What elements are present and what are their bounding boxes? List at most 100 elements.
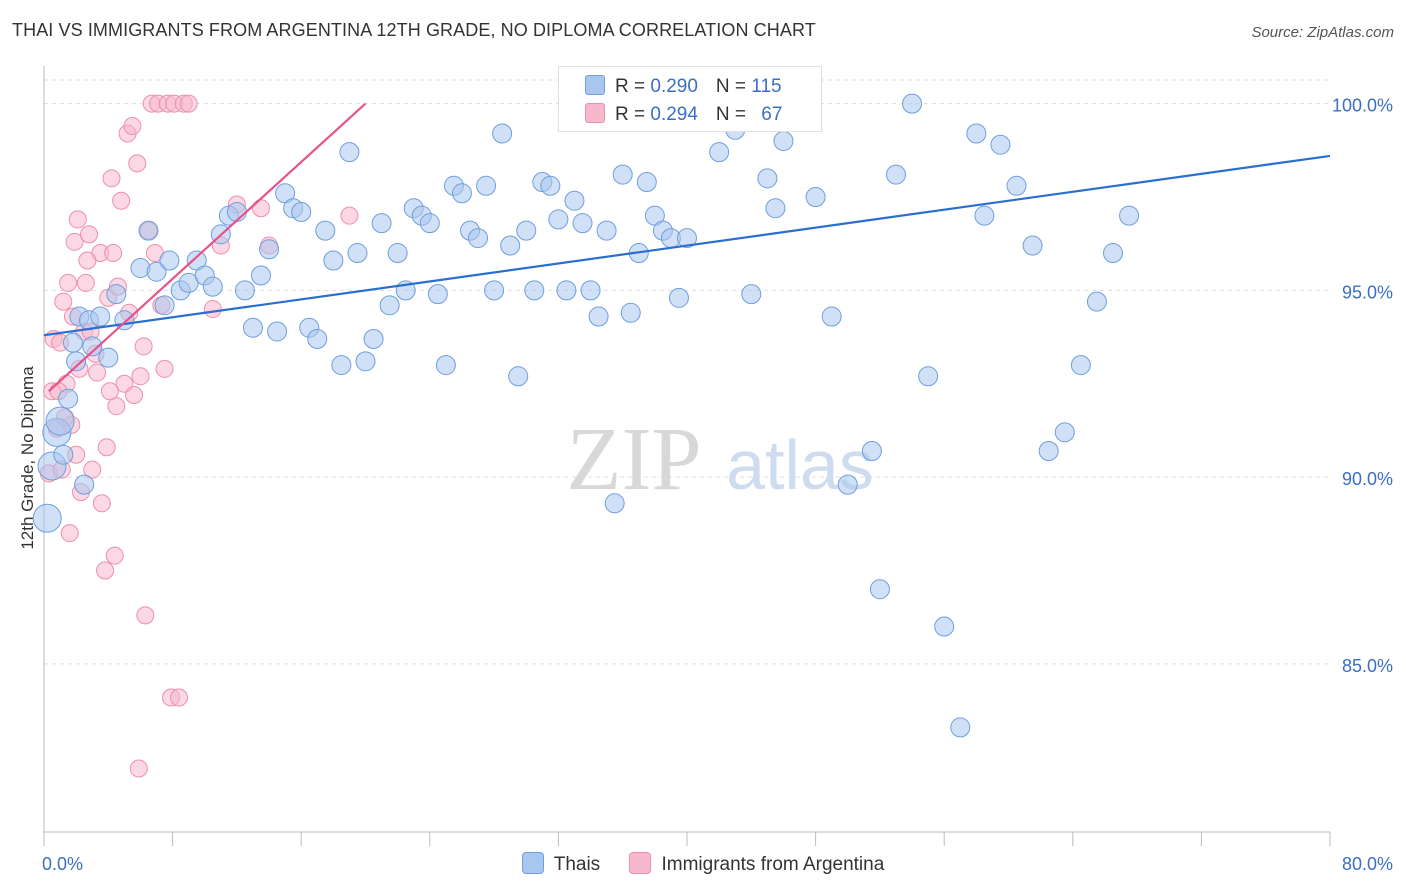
thais-point <box>74 474 95 495</box>
thais-point <box>387 243 408 264</box>
argentina-point <box>60 524 79 543</box>
thais-point <box>604 493 625 514</box>
argentina-point <box>92 494 111 513</box>
argentina-point <box>76 273 95 292</box>
thais-point <box>1022 235 1043 256</box>
thais-point <box>267 321 288 342</box>
legend-item-argentina: Immigrants from Argentina <box>629 852 884 876</box>
thais-point <box>1102 243 1123 264</box>
argentina-point <box>68 210 87 229</box>
argentina-point <box>96 561 115 580</box>
x-tick-label: 80.0% <box>1342 854 1393 874</box>
chart-title: THAI VS IMMIGRANTS FROM ARGENTINA 12TH G… <box>12 20 816 40</box>
thais-point <box>53 444 74 465</box>
thais-point <box>82 336 103 357</box>
thais-point <box>508 366 529 387</box>
thais-point <box>371 213 392 234</box>
x-tick-label: 0.0% <box>42 854 83 874</box>
thais-point <box>98 347 119 368</box>
thais-point <box>516 220 537 241</box>
thais-point <box>902 93 923 114</box>
thais-point <box>379 295 400 316</box>
thais-point <box>588 306 609 327</box>
thais-point <box>837 474 858 495</box>
thais-point <box>966 123 987 144</box>
thais-point <box>468 228 489 249</box>
argentina-point <box>123 117 142 136</box>
thais-point <box>1038 441 1059 461</box>
argentina-point <box>88 363 107 382</box>
legend-swatch-thais <box>521 852 544 874</box>
legend-swatch-argentina <box>585 103 605 123</box>
thais-point <box>1070 355 1091 376</box>
thais-point <box>315 220 336 241</box>
thais-point <box>524 280 545 301</box>
argentina-point <box>112 191 131 210</box>
thais-point <box>612 164 633 185</box>
thais-point <box>580 280 601 301</box>
thais-point <box>234 280 255 301</box>
source-label: Source: ZipAtlas.com <box>1251 24 1394 41</box>
argentina-point <box>129 759 148 778</box>
argentina-point <box>203 300 222 319</box>
thais-point <box>291 201 312 222</box>
thais-point <box>548 209 569 230</box>
thais-point <box>677 228 697 249</box>
thais-point <box>307 328 328 349</box>
argentina-point <box>131 367 150 386</box>
series-argentina <box>39 94 359 778</box>
legend-r-label: R = <box>615 104 651 125</box>
thais-point <box>974 205 995 226</box>
thais-point <box>154 295 175 316</box>
thais-point <box>990 134 1011 155</box>
thais-point <box>90 306 111 327</box>
argentina-point <box>155 359 174 378</box>
thais-point <box>427 284 448 305</box>
legend-n-label: N = <box>715 104 752 125</box>
argentina-point <box>100 382 119 401</box>
y-axis-label-group: 12th Grade, No Diploma <box>18 366 37 550</box>
thais-point <box>918 366 939 387</box>
thais-point <box>484 280 505 301</box>
legend-row-argentina: R = 0.294 N = 67 <box>585 103 782 126</box>
argentina-point <box>102 169 121 188</box>
thais-point <box>476 175 497 196</box>
thais-point <box>1006 175 1027 196</box>
argentina-point <box>59 273 78 292</box>
thais-point <box>934 616 955 637</box>
thais-point <box>259 239 280 260</box>
legend-row-thais: R = 0.290 N = 115 <box>585 75 782 98</box>
thais-point <box>869 579 890 600</box>
thais-point <box>500 235 521 256</box>
thais-point <box>1119 205 1140 226</box>
thais-point <box>58 388 79 409</box>
thais-point <box>419 213 440 234</box>
legend-label-argentina: Immigrants from Argentina <box>661 854 885 875</box>
thais-point <box>596 220 617 241</box>
argentina-point <box>179 94 198 113</box>
legend-n-value: 115 <box>751 76 782 97</box>
thais-point <box>861 441 882 461</box>
series-thais <box>32 93 1140 738</box>
thais-point <box>709 142 730 163</box>
thais-point <box>32 503 62 533</box>
thais-point <box>950 717 971 738</box>
thais-point <box>339 142 360 163</box>
thais-point <box>1086 291 1107 312</box>
legend-n-label: N = <box>715 76 752 97</box>
thais-point <box>251 265 272 286</box>
thais-point <box>202 276 223 297</box>
thais-point <box>226 201 247 222</box>
thais-point <box>146 261 167 282</box>
argentina-point <box>125 385 144 404</box>
thais-point <box>363 328 384 349</box>
thais-point <box>435 355 456 376</box>
argentina-point <box>107 397 126 416</box>
series-legend: Thais Immigrants from Argentina <box>0 852 1406 876</box>
thais-point <box>159 250 180 271</box>
legend-n-value: 67 <box>761 104 783 125</box>
argentina-point <box>65 232 84 251</box>
thais-point <box>805 187 826 207</box>
thais-point <box>62 332 83 353</box>
